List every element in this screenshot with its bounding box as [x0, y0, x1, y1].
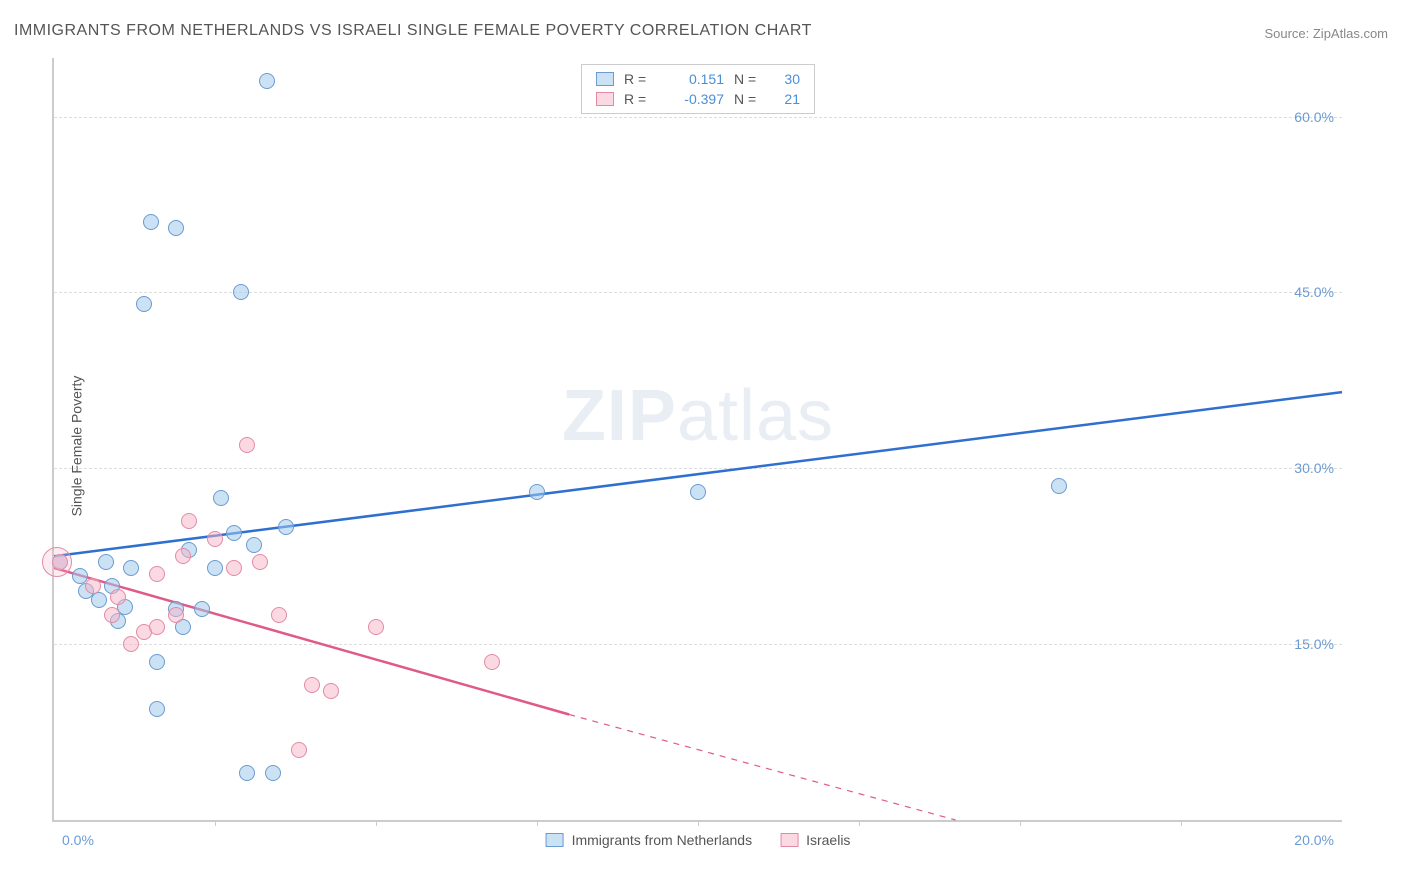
legend-row-series-1: R = 0.151 N = 30 — [582, 69, 814, 89]
legend-swatch-pink — [780, 833, 798, 847]
data-point-blue — [168, 220, 184, 236]
series-legend: Immigrants from Netherlands Israelis — [546, 832, 851, 848]
data-point-blue — [207, 560, 223, 576]
data-point-blue — [194, 601, 210, 617]
source-attribution: Source: ZipAtlas.com — [1264, 26, 1388, 41]
data-point-blue — [98, 554, 114, 570]
data-point-pink — [207, 531, 223, 547]
data-point-pink — [85, 578, 101, 594]
legend-label-1: Immigrants from Netherlands — [572, 832, 753, 848]
x-axis-max-label: 20.0% — [1294, 832, 1334, 848]
data-point-blue — [149, 701, 165, 717]
data-point-pink — [110, 589, 126, 605]
data-point-blue — [529, 484, 545, 500]
data-point-pink — [271, 607, 287, 623]
x-axis-min-label: 0.0% — [62, 832, 94, 848]
x-tick — [1020, 820, 1021, 826]
x-tick — [859, 820, 860, 826]
data-point-blue — [149, 654, 165, 670]
data-point-blue — [233, 284, 249, 300]
data-point-pink — [104, 607, 120, 623]
data-point-blue — [123, 560, 139, 576]
data-point-pink — [252, 554, 268, 570]
data-point-pink — [239, 437, 255, 453]
data-point-pink — [368, 619, 384, 635]
n-value-2: 21 — [774, 91, 800, 107]
x-tick — [215, 820, 216, 826]
data-point-pink — [149, 619, 165, 635]
r-label: R = — [624, 71, 654, 87]
data-point-blue — [239, 765, 255, 781]
data-point-blue — [690, 484, 706, 500]
data-point-pink — [175, 548, 191, 564]
data-point-pink — [168, 607, 184, 623]
legend-swatch-pink — [596, 92, 614, 106]
data-point-pink — [123, 636, 139, 652]
legend-item-2: Israelis — [780, 832, 850, 848]
data-point-blue — [226, 525, 242, 541]
data-point-pink — [304, 677, 320, 693]
chart-title: IMMIGRANTS FROM NETHERLANDS VS ISRAELI S… — [14, 22, 812, 40]
legend-row-series-2: R = -0.397 N = 21 — [582, 89, 814, 109]
data-point-blue — [246, 537, 262, 553]
n-label: N = — [734, 91, 764, 107]
data-point-pink-large — [42, 547, 72, 577]
data-point-blue — [213, 490, 229, 506]
data-point-pink — [226, 560, 242, 576]
legend-swatch-blue — [596, 72, 614, 86]
r-label: R = — [624, 91, 654, 107]
data-point-blue — [278, 519, 294, 535]
data-point-pink — [323, 683, 339, 699]
x-tick — [537, 820, 538, 826]
data-point-pink — [291, 742, 307, 758]
x-tick — [376, 820, 377, 826]
data-point-pink — [181, 513, 197, 529]
data-point-pink — [484, 654, 500, 670]
legend-label-2: Israelis — [806, 832, 850, 848]
x-tick — [1181, 820, 1182, 826]
x-tick — [698, 820, 699, 826]
r-value-2: -0.397 — [664, 91, 724, 107]
data-point-blue — [91, 592, 107, 608]
data-point-blue — [136, 296, 152, 312]
r-value-1: 0.151 — [664, 71, 724, 87]
data-point-blue — [265, 765, 281, 781]
scatter-plot: ZIPatlas 15.0%30.0%45.0%60.0% 0.0% 20.0%… — [52, 58, 1342, 822]
legend-swatch-blue — [546, 833, 564, 847]
data-point-blue — [1051, 478, 1067, 494]
data-point-blue — [259, 73, 275, 89]
data-point-pink — [149, 566, 165, 582]
n-label: N = — [734, 71, 764, 87]
n-value-1: 30 — [774, 71, 800, 87]
correlation-legend: R = 0.151 N = 30 R = -0.397 N = 21 — [581, 64, 815, 114]
legend-item-1: Immigrants from Netherlands — [546, 832, 753, 848]
data-point-blue — [143, 214, 159, 230]
